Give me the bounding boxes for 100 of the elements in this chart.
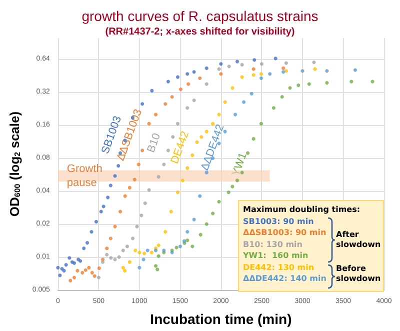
point — [166, 80, 170, 84]
point — [142, 252, 146, 256]
point — [282, 66, 286, 70]
point — [300, 69, 304, 73]
point — [219, 72, 223, 76]
point — [246, 151, 250, 155]
point — [176, 122, 180, 126]
point — [180, 178, 184, 182]
chart-subtitle: (RR#1437-2; x-axes shifted for visibility) — [105, 26, 295, 38]
point — [102, 204, 106, 208]
point — [186, 106, 190, 110]
point — [350, 80, 354, 84]
point — [85, 240, 90, 245]
point — [198, 232, 202, 236]
point — [325, 69, 329, 73]
point — [280, 95, 284, 99]
point — [235, 60, 240, 64]
point — [219, 62, 223, 66]
text: YW1 — [230, 151, 250, 178]
band-label: Growth pause — [66, 162, 106, 189]
point — [226, 190, 230, 194]
point — [118, 210, 122, 214]
point — [217, 200, 221, 204]
point — [84, 268, 88, 272]
point — [142, 258, 146, 262]
point — [186, 166, 190, 170]
point — [90, 270, 94, 274]
point — [260, 62, 264, 66]
y-axis-title: OD600 (log2 scale) — [7, 111, 22, 217]
point — [113, 224, 117, 228]
point — [106, 196, 110, 200]
annotation: YW1: 160 min — [243, 250, 310, 262]
point — [68, 256, 72, 260]
point — [134, 248, 138, 252]
point — [82, 246, 86, 250]
chart-title: growth curves of R. capsulatus strains — [82, 8, 318, 24]
point — [97, 266, 101, 270]
point — [227, 64, 231, 68]
point — [272, 106, 276, 110]
point — [147, 122, 151, 126]
point — [108, 184, 112, 188]
text: B10 — [145, 132, 164, 154]
point — [192, 98, 196, 102]
point — [284, 69, 288, 73]
point — [186, 238, 190, 242]
annotation: After slowdown — [336, 230, 382, 250]
point — [274, 56, 278, 60]
point — [162, 162, 166, 166]
point — [105, 252, 109, 257]
point — [186, 230, 190, 234]
point — [198, 194, 202, 198]
point — [150, 88, 154, 93]
point — [92, 274, 96, 278]
point — [130, 236, 135, 240]
point — [250, 92, 254, 96]
point — [96, 276, 100, 280]
point — [125, 244, 130, 248]
point — [56, 266, 60, 270]
point — [230, 184, 234, 188]
point — [94, 220, 98, 224]
point — [116, 164, 120, 168]
point — [235, 178, 240, 182]
point — [198, 76, 202, 80]
point — [123, 194, 127, 198]
point — [259, 76, 264, 80]
point — [135, 224, 139, 228]
point — [192, 70, 196, 74]
point — [136, 162, 140, 166]
x-axis-title: Incubation time (min) — [150, 311, 292, 327]
point — [128, 186, 132, 190]
point — [186, 82, 190, 86]
point — [217, 67, 221, 71]
point — [230, 86, 234, 90]
point — [252, 73, 256, 77]
point — [252, 137, 256, 141]
point — [174, 246, 178, 250]
point — [166, 148, 170, 152]
point — [156, 175, 160, 179]
point — [223, 100, 227, 104]
point — [259, 72, 264, 76]
point — [242, 100, 246, 104]
point — [128, 260, 132, 264]
point — [190, 153, 194, 158]
point — [178, 88, 182, 92]
point — [58, 274, 62, 278]
point — [234, 112, 238, 116]
point — [68, 278, 72, 282]
point — [143, 201, 147, 206]
point — [259, 122, 264, 126]
point — [105, 246, 109, 250]
point — [80, 270, 84, 274]
point — [164, 230, 168, 234]
point — [113, 258, 117, 262]
point — [284, 61, 288, 65]
point — [150, 250, 154, 254]
point — [296, 83, 300, 88]
point — [217, 112, 221, 116]
point — [268, 72, 272, 76]
point — [121, 248, 125, 252]
annotation: Before slowdown — [336, 264, 382, 284]
